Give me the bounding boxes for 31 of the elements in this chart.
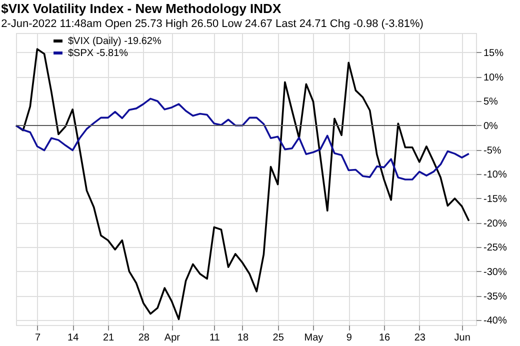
x-tick-label: 7 — [34, 332, 41, 344]
x-tick-label: 11 — [209, 332, 220, 344]
x-tick-label: 9 — [346, 332, 352, 344]
x-tick-label: May — [304, 332, 324, 344]
y-tick-label: -40% — [484, 316, 507, 327]
x-tick-label: 25 — [272, 332, 284, 344]
y-tick-label: -30% — [484, 266, 507, 278]
y-tick-label: -20% — [484, 218, 507, 230]
x-tick-label: 14 — [68, 332, 80, 344]
line-series — [15, 48, 470, 320]
x-tick-label: 23 — [414, 332, 426, 344]
legend-label: $SPX -5.81% — [68, 48, 128, 59]
y-tick-label: 10% — [484, 72, 504, 84]
y-tick-label: 0% — [484, 120, 498, 132]
x-tick-label: Jun — [454, 332, 470, 344]
y-tick-label: -5% — [484, 145, 502, 156]
x-tick-label: 21 — [102, 332, 114, 344]
line-series — [15, 98, 470, 180]
y-tick-label: -15% — [484, 194, 507, 205]
y-tick-label: 5% — [484, 96, 498, 108]
legend-label: $VIX (Daily) -19.62% — [68, 36, 162, 47]
y-tick-label: 15% — [484, 48, 504, 59]
x-tick-label: 28 — [138, 332, 150, 344]
x-tick-label: 16 — [378, 332, 390, 344]
y-tick-label: -25% — [484, 242, 507, 254]
chart-title: $VIX Volatility Index - New Methodology INDX — [1, 1, 282, 16]
y-tick-label: -35% — [484, 291, 507, 302]
y-tick-label: -10% — [484, 170, 507, 181]
chart-subtitle: 2-Jun-2022 11:48am Open 25.73 High 26.50 Low 24.67 Last 24.71 Chg -0.98 (-3.81%) — [1, 18, 424, 30]
x-tick-label: Apr — [164, 332, 181, 344]
x-tick-label: 18 — [237, 332, 249, 344]
